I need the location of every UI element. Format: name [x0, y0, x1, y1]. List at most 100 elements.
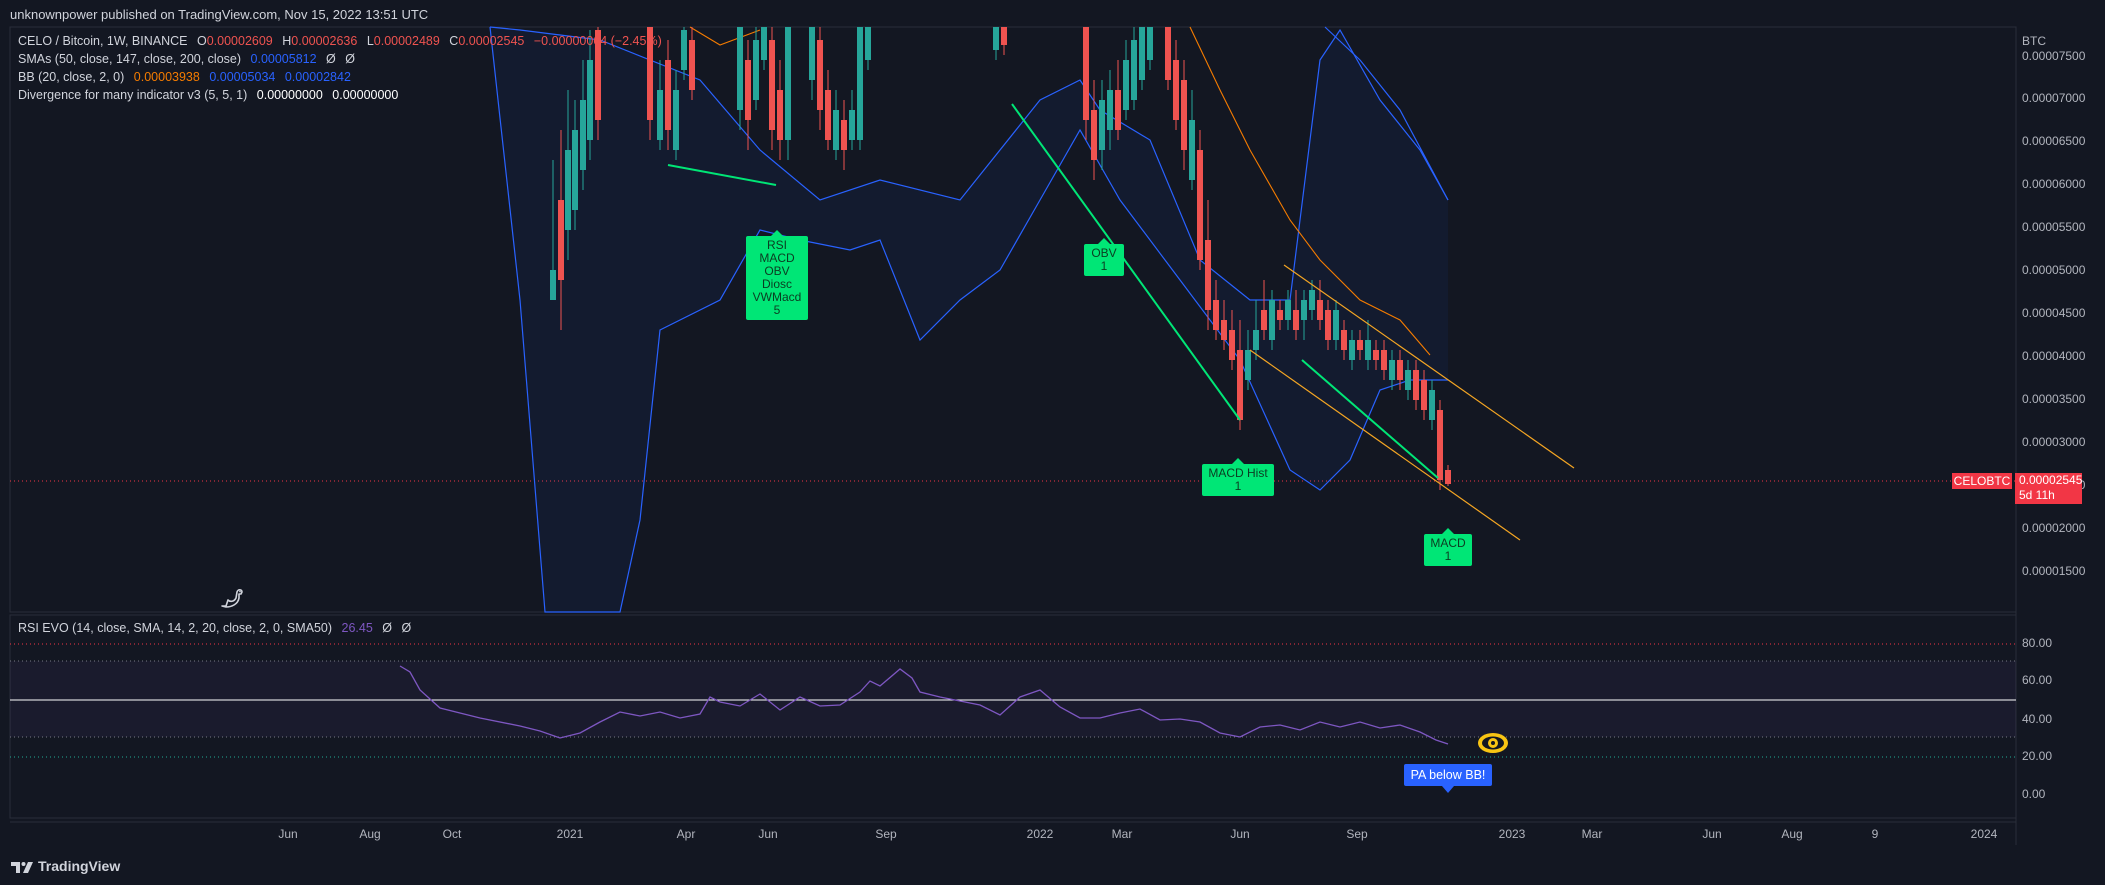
divergence-value-2: 0.00000000: [332, 88, 399, 102]
candle-up: [1189, 120, 1195, 180]
rsi-axis-tick: 60.00: [2022, 673, 2052, 687]
candle-up: [681, 30, 687, 70]
sma-value-3: Ø: [345, 52, 355, 66]
candle-down: [1229, 330, 1235, 360]
candle-down: [1373, 350, 1379, 360]
tag-line: 1: [1100, 259, 1108, 273]
candle-down: [1091, 110, 1097, 160]
bb-label: BB (20, close, 2, 0): [18, 70, 125, 84]
candle-up: [849, 110, 855, 140]
tag-line: 1: [1444, 549, 1452, 563]
candle-down: [1277, 310, 1283, 320]
sma-value-2: Ø: [326, 52, 336, 66]
candle-down: [1173, 60, 1179, 120]
candle-down: [1341, 330, 1347, 350]
time-axis-tick: Mar: [1112, 827, 1133, 841]
ohlc-change: −0.00000064 (−2.45%): [533, 34, 662, 48]
divergence-tag-multi: RSI MACD OBV Diosc VWMacd 5: [746, 230, 808, 320]
candle-down: [1261, 310, 1267, 330]
candle-down: [1325, 310, 1331, 340]
candle-down: [1205, 240, 1211, 310]
grid: [9, 26, 2017, 845]
bb-upper-right: [1324, 26, 1449, 201]
tag-line: MACD Hist: [1208, 466, 1268, 480]
candle-down: [647, 27, 653, 120]
divergence-tag-macd-hist: MACD Hist 1: [1202, 458, 1274, 496]
publish-info: unknownpower published on TradingView.co…: [10, 7, 429, 22]
time-axis-tick: Mar: [1582, 827, 1603, 841]
ohlc-open: O0.00002609: [196, 34, 273, 48]
tag-line: OBV: [1091, 246, 1117, 260]
candle-down: [841, 120, 847, 150]
candle-up: [1285, 300, 1291, 320]
candle-up: [550, 270, 556, 300]
axis-currency-label: BTC: [2022, 34, 2046, 48]
bb-value-1: 0.00003938: [133, 70, 200, 84]
legend-bb-row[interactable]: BB (20, close, 2, 0) 0.00003938 0.000050…: [18, 70, 357, 84]
price-axis-tick: 0.00003500: [2022, 392, 2086, 406]
candle-down: [1421, 380, 1427, 410]
candle-up: [1349, 340, 1355, 360]
channel-lower: [1249, 349, 1521, 541]
candle-up: [1107, 90, 1113, 130]
rsi-value-3: Ø: [401, 621, 412, 635]
legend-symbol-row: CELO / Bitcoin, 1W, BINANCE O0.00002609 …: [18, 34, 668, 48]
candle-up: [1123, 60, 1129, 110]
candle-down: [1413, 370, 1419, 400]
time-axis-tick: Jun: [1230, 827, 1249, 841]
candle-down: [1397, 360, 1403, 380]
ohlc-low: L0.00002489: [366, 34, 440, 48]
candle-down: [1083, 27, 1089, 120]
bb-fill: [490, 27, 1448, 612]
sma-label: SMAs (50, close, 147, close, 200, close): [18, 52, 242, 66]
bb-value-2: 0.00005034: [209, 70, 276, 84]
channel-upper: [1283, 264, 1575, 469]
divergence-line: [1011, 103, 1241, 421]
divergence-tag-obv: OBV 1: [1084, 238, 1124, 276]
candle-down: [1197, 150, 1203, 260]
legend-sma-row[interactable]: SMAs (50, close, 147, close, 200, close)…: [18, 52, 361, 66]
candle-up: [673, 90, 679, 150]
candle-up: [857, 27, 863, 140]
divergence-line: [667, 164, 777, 186]
candle-up: [761, 27, 767, 60]
bb-value-3: 0.00002842: [284, 70, 351, 84]
candle-up: [1147, 27, 1153, 60]
legend-divergence-row[interactable]: Divergence for many indicator v3 (5, 5, …: [18, 88, 404, 102]
candle-up: [565, 150, 571, 230]
candle-down: [1115, 90, 1121, 130]
candle-down: [689, 40, 695, 90]
rsi-label: RSI EVO (14, close, SMA, 14, 2, 20, clos…: [18, 621, 333, 635]
candle-up: [657, 90, 663, 140]
candle-up: [737, 27, 743, 110]
legend-rsi-row[interactable]: RSI EVO (14, close, SMA, 14, 2, 20, clos…: [18, 621, 417, 635]
candle-down: [777, 90, 783, 140]
bb-lower: [489, 26, 1448, 613]
price-axis-tick: 0.00005000: [2022, 263, 2086, 277]
dino-icon[interactable]: [218, 584, 244, 610]
price-axis-tick: 0.00006500: [2022, 134, 2086, 148]
price-axis-tick: 0.00007000: [2022, 91, 2086, 105]
candle-up: [1389, 360, 1395, 380]
tradingview-brand[interactable]: TradingView: [10, 858, 120, 874]
price-axis-tick: 0.00004500: [2022, 306, 2086, 320]
rsi-band-fill: [10, 661, 2016, 737]
candle-up: [993, 27, 999, 50]
tag-line: 1: [1234, 479, 1242, 493]
trend-channel: [1249, 264, 1575, 541]
eye-icon[interactable]: [1477, 731, 1509, 755]
candle-down: [1381, 350, 1387, 370]
time-axis-tick: 2024: [1971, 827, 1998, 841]
candle-up: [1253, 330, 1259, 350]
candle-up: [1405, 370, 1411, 390]
candle-up: [1309, 290, 1315, 310]
candle-up: [1365, 340, 1371, 360]
candle-down: [1181, 80, 1187, 150]
rsi-axis-tick: 0.00: [2022, 787, 2046, 801]
candle-up: [1099, 100, 1105, 150]
price-axis-tick: 0.00005500: [2022, 220, 2086, 234]
time-axis-tick: Jun: [758, 827, 777, 841]
last-price-value: 0.00002545: [2019, 473, 2083, 487]
tag-line: MACD: [1430, 536, 1466, 550]
